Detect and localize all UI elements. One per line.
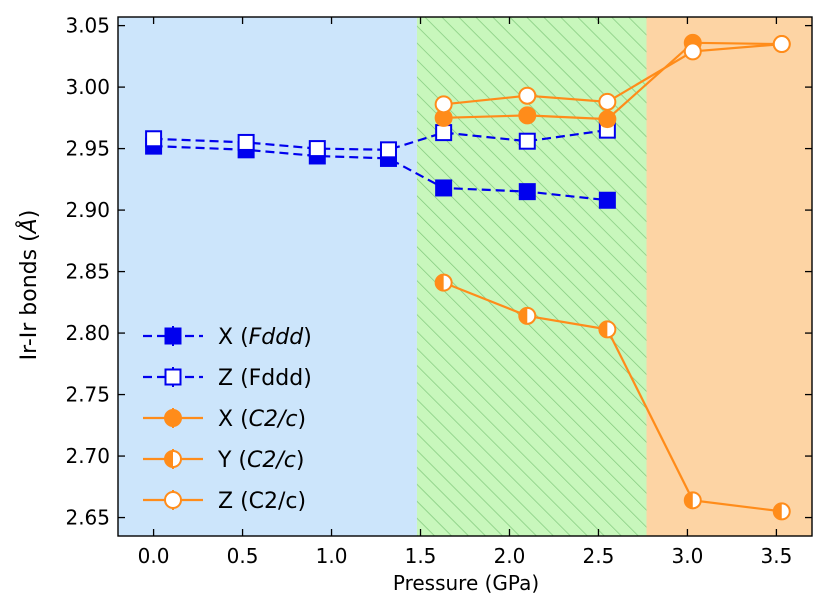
legend-label-1: Z (Fddd) <box>218 366 312 391</box>
data-point-s0-6 <box>598 191 616 209</box>
data-point-s3-4 <box>772 502 791 521</box>
data-point-s2-2 <box>598 110 617 129</box>
y-tick-label: 3.00 <box>65 75 110 99</box>
y-tick-label: 2.80 <box>65 321 110 345</box>
x-tick-label: 3.5 <box>761 544 793 568</box>
y-tick-label: 3.05 <box>65 14 110 38</box>
data-point-s4-3 <box>683 42 702 61</box>
legend-marker-2 <box>164 409 182 427</box>
x-tick-label: 1.0 <box>316 544 348 568</box>
legend-label-4: Z (C2/c) <box>218 489 306 514</box>
y-axis-title: Ir-Ir bonds (Å) <box>15 210 42 361</box>
legend-marker-3-ring <box>164 450 182 468</box>
legend-label-0: X (Fddd) <box>218 325 312 350</box>
data-point-s4-0 <box>434 95 453 114</box>
data-point-s3-4-ring <box>772 502 791 521</box>
data-point-s3-0 <box>434 273 453 292</box>
data-point-s3-3-ring <box>683 491 702 510</box>
y-tick-label: 2.65 <box>65 506 110 530</box>
data-point-s0-5 <box>518 183 536 201</box>
y-tick-label: 2.70 <box>65 444 110 468</box>
region-2 <box>646 17 812 536</box>
legend-label-3: Y (C2/c) <box>217 448 304 473</box>
y-tick-label: 2.75 <box>65 383 110 407</box>
data-point-s1-0 <box>145 130 163 148</box>
data-point-s1-4 <box>435 124 453 142</box>
y-tick-labels: 2.65 2.70 2.75 2.80 2.85 2.90 2.95 3.00 3.05 <box>65 14 110 530</box>
data-point-s3-0-ring <box>434 273 453 292</box>
data-point-s2-1 <box>518 106 537 125</box>
x-axis-title: Pressure (GPa) <box>393 571 539 595</box>
x-tick-labels: 0.0 0.5 1.0 1.5 2.0 2.5 3.0 3.5 <box>138 544 793 568</box>
y-tick-label: 2.90 <box>65 198 110 222</box>
y-axis-title-unit: Å <box>15 218 42 235</box>
data-point-s1-2 <box>308 140 326 158</box>
legend: X (Fddd) Z (Fddd) X (C2/c) Y (C2/c) Z (C2/c) <box>143 325 312 514</box>
data-point-s3-1 <box>518 306 537 325</box>
data-point-s3-2-ring <box>598 320 617 339</box>
y-tick-label: 2.95 <box>65 137 110 161</box>
data-point-s3-1-ring <box>518 306 537 325</box>
x-tick-label: 1.5 <box>405 544 437 568</box>
axis-ticks <box>118 17 812 536</box>
x-tick-label: 2.5 <box>583 544 615 568</box>
data-point-s4-4 <box>772 35 791 54</box>
y-axis-title-close: ) <box>17 210 42 219</box>
y-axis-title-main: Ir-Ir bonds ( <box>17 233 42 360</box>
legend-marker-0 <box>164 327 182 345</box>
x-tick-label: 3.0 <box>672 544 704 568</box>
x-tick-label: 2.0 <box>494 544 526 568</box>
data-point-s4-2 <box>598 92 617 111</box>
data-point-s4-1 <box>518 86 537 105</box>
plot-frame <box>117 16 813 537</box>
legend-marker-3 <box>164 450 182 468</box>
data-point-s1-3 <box>379 141 397 159</box>
data-point-s3-2 <box>598 320 617 339</box>
x-tick-label: 0.5 <box>227 544 259 568</box>
data-point-s3-3 <box>683 491 702 510</box>
legend-marker-1 <box>164 368 182 386</box>
series-markers <box>145 33 791 521</box>
data-point-s1-5 <box>518 132 536 150</box>
x-tick-label: 0.0 <box>138 544 170 568</box>
data-point-s0-4 <box>435 179 453 197</box>
data-point-s1-1 <box>237 133 255 151</box>
region-0 <box>118 17 417 536</box>
legend-label-2: X (C2/c) <box>218 407 306 432</box>
y-tick-label: 2.85 <box>65 260 110 284</box>
legend-marker-4 <box>164 491 182 509</box>
